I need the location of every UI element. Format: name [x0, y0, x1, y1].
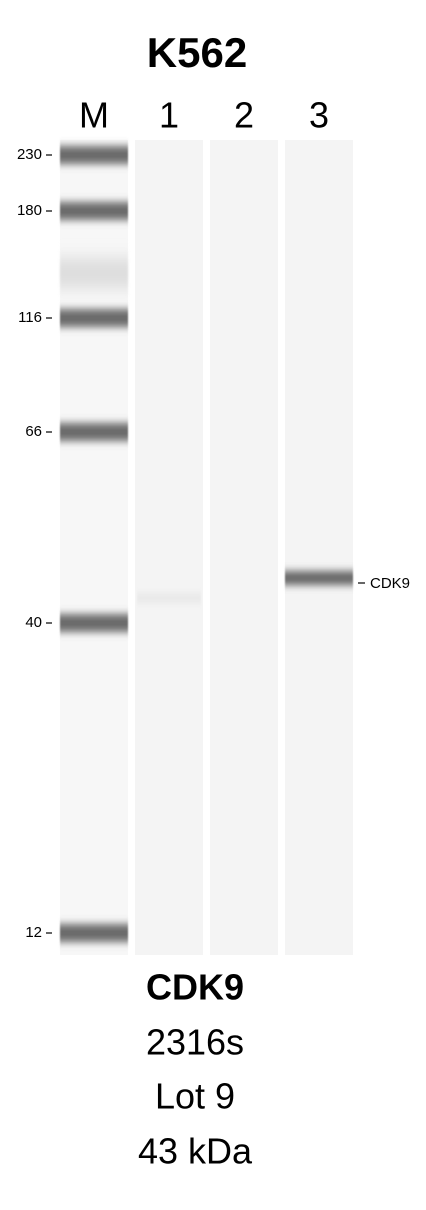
lane-label: 1 — [159, 95, 179, 136]
lane-label: 2 — [234, 95, 254, 136]
marker-band — [60, 146, 128, 164]
marker-label: 180 — [17, 202, 42, 219]
marker-label: 40 — [25, 614, 42, 631]
marker-band — [60, 924, 128, 942]
title: K562 — [147, 29, 247, 76]
lot: Lot 9 — [155, 1076, 235, 1117]
markers: 230 180 116 66 40 12 — [17, 146, 52, 941]
lane-label: M — [79, 95, 109, 136]
catalog: 2316s — [146, 1022, 244, 1063]
bands — [60, 146, 365, 942]
weight: 43 kDa — [138, 1131, 253, 1172]
band — [285, 571, 353, 585]
marker-label: 230 — [17, 146, 42, 163]
lane — [210, 140, 278, 955]
band — [137, 594, 201, 602]
band-label: CDK9 — [370, 575, 410, 592]
marker-band — [60, 423, 128, 441]
marker-band — [60, 202, 128, 220]
marker-label: 66 — [25, 423, 42, 440]
protein: CDK9 — [146, 967, 244, 1008]
lane — [285, 140, 353, 955]
marker-label: 12 — [25, 924, 42, 941]
marker-band — [60, 614, 128, 632]
lane — [135, 140, 203, 955]
marker-band — [60, 309, 128, 327]
marker-label: 116 — [18, 309, 42, 326]
smear — [60, 258, 128, 288]
lane-label: 3 — [309, 95, 329, 136]
